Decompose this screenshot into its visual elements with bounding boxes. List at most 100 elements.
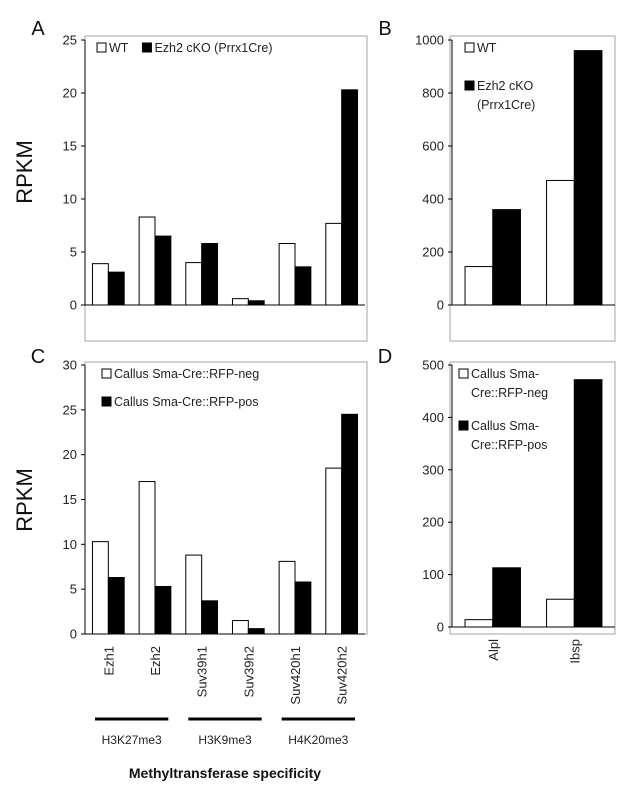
- panel-c: C RPKM 0 5 10 15 20 25 30 Ezh1 Ezh2 Suv39h1 Suv39h2 S…: [12, 346, 368, 705]
- panel-letter: B: [378, 18, 391, 40]
- group-label: H3K9me3: [198, 733, 252, 747]
- bar-series-1: [546, 179, 575, 306]
- panel-a: A RPKM 0 5 10 15 20 25 WT Ezh2 cKO (Prrx1Cre): [12, 18, 368, 342]
- legend-label: Ezh2 cKO: [477, 79, 534, 93]
- bar-series-2: [201, 600, 219, 635]
- bar-series-2: [154, 585, 172, 635]
- y-tick-label: 400: [422, 192, 444, 207]
- panel-d: D 0 100 200 300 400 500 Alpl Ibsp Callus Sma- Cre:…: [378, 346, 616, 664]
- bar-series-2: [573, 379, 603, 628]
- y-tick-label: 15: [63, 139, 77, 154]
- legend-swatch: [141, 42, 152, 53]
- y-tick-label: 5: [70, 245, 77, 260]
- panel-letter: D: [378, 346, 392, 368]
- panel-frame: [449, 35, 616, 342]
- category-label: Ibsp: [567, 639, 582, 664]
- legend-swatch: [464, 42, 475, 53]
- category-label: Ezh1: [101, 646, 116, 676]
- group-label: H4K20me3: [288, 733, 348, 747]
- bar-series-2: [294, 266, 312, 306]
- y-tick-label: 400: [422, 410, 444, 425]
- y-tick-label: 10: [63, 192, 77, 207]
- legend-swatch: [458, 420, 469, 431]
- y-tick-label: 0: [437, 620, 444, 635]
- legend-label: Cre::RFP-pos: [471, 438, 547, 452]
- bar-series-2: [247, 628, 265, 635]
- legend: WT Ezh2 cKO (Prrx1Cre): [464, 41, 535, 112]
- category-label: Suv39h2: [241, 646, 256, 697]
- bar-series-2: [341, 89, 359, 306]
- bar-series-1: [91, 263, 109, 306]
- bar-series-2: [573, 50, 603, 306]
- bar-series-2: [107, 577, 125, 635]
- panel-frame: [449, 361, 616, 635]
- bar-series-1: [325, 222, 343, 306]
- bar-series-1: [91, 541, 109, 635]
- y-tick-label: 30: [63, 358, 77, 373]
- bar-series-2: [247, 300, 265, 306]
- bar-series-1: [138, 481, 156, 635]
- legend: WT Ezh2 cKO (Prrx1Cre): [96, 41, 273, 55]
- category-label: Suv420h1: [288, 646, 303, 705]
- legend-label: Cre::RFP-neg: [471, 386, 548, 400]
- bar-series-1: [464, 266, 494, 306]
- bar-series-2: [201, 243, 219, 306]
- panel-letter: A: [31, 18, 45, 40]
- bar-series-2: [154, 235, 172, 306]
- y-tick-label: 300: [422, 462, 444, 477]
- bar-series-2: [107, 271, 125, 306]
- panel-b: B 0 200 400 600 800 1000 WT Ezh2 cKO (Prrx1Cre): [378, 18, 616, 342]
- y-tick-label: 500: [422, 358, 444, 373]
- category-label: Ezh2: [148, 646, 163, 676]
- group-label: H3K27me3: [102, 733, 162, 747]
- y-tick-label: 600: [422, 139, 444, 154]
- legend-label: WT: [109, 41, 129, 55]
- x-axis-title: Methyltransferase specificity: [129, 765, 321, 781]
- legend-label: WT: [477, 41, 497, 55]
- bar-series-1: [325, 467, 343, 635]
- bar-series-1: [464, 619, 494, 628]
- bar-series-1: [278, 243, 296, 306]
- y-tick-label: 1000: [415, 33, 444, 48]
- bar-series-1: [138, 216, 156, 306]
- bar-series-1: [278, 560, 296, 635]
- category-label: Suv420h2: [335, 646, 350, 705]
- y-tick-label: 25: [63, 33, 77, 48]
- bar-series-1: [231, 620, 249, 635]
- bar-series-2: [492, 209, 521, 306]
- bar-series-1: [185, 554, 203, 635]
- bar-series-2: [492, 567, 521, 628]
- legend-label: Ezh2 cKO (Prrx1Cre): [154, 41, 272, 55]
- legend-swatch: [101, 396, 112, 407]
- y-tick-label: 20: [63, 447, 77, 462]
- y-tick-label: 0: [70, 627, 77, 642]
- category-label: Alpl: [486, 639, 501, 661]
- bar-series-1: [185, 262, 203, 306]
- y-axis-label: RPKM: [12, 140, 37, 204]
- y-tick-label: 15: [63, 492, 77, 507]
- legend-label: Callus Sma-Cre::RFP-neg: [114, 367, 259, 381]
- y-axis-label: RPKM: [12, 468, 37, 532]
- legend-label: (Prrx1Cre): [477, 98, 535, 112]
- legend-swatch: [458, 368, 469, 379]
- y-tick-label: 200: [422, 515, 444, 530]
- y-tick-label: 0: [437, 298, 444, 313]
- y-tick-label: 800: [422, 86, 444, 101]
- y-tick-label: 20: [63, 86, 77, 101]
- bar-series-2: [341, 413, 359, 635]
- y-tick-label: 0: [70, 298, 77, 313]
- y-tick-label: 100: [422, 567, 444, 582]
- bar-series-1: [231, 298, 249, 306]
- legend-swatch: [96, 42, 107, 53]
- legend-label: Callus Sma-Cre::RFP-pos: [114, 395, 258, 409]
- legend-swatch: [464, 80, 475, 91]
- y-tick-label: 200: [422, 245, 444, 260]
- panel-letter: C: [31, 346, 45, 368]
- bar-series-1: [546, 598, 575, 628]
- panel-frame: [84, 35, 368, 342]
- y-tick-label: 5: [70, 582, 77, 597]
- legend-label: Callus Sma-: [471, 419, 539, 433]
